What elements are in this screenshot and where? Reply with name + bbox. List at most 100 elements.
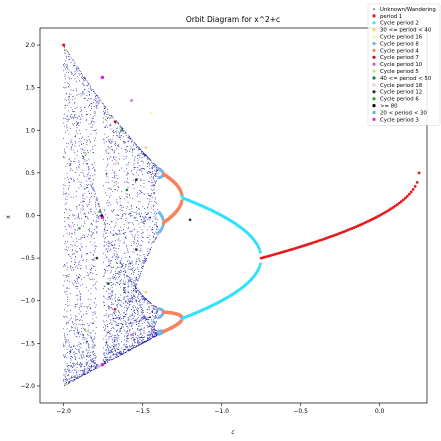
wandering-point (90, 359, 92, 361)
wandering-point (74, 228, 76, 230)
wandering-point (93, 357, 95, 359)
wandering-point (87, 82, 89, 84)
wandering-point (77, 178, 79, 180)
wandering-point (141, 168, 143, 170)
wandering-point (115, 222, 117, 224)
window-marker-point (120, 128, 124, 132)
wandering-point (116, 201, 118, 203)
wandering-point (115, 345, 117, 347)
wandering-point (95, 198, 97, 200)
window-point (97, 217, 99, 219)
wandering-point (104, 354, 106, 356)
wandering-point (89, 178, 91, 180)
y-tick-label: −0.5 (20, 255, 35, 262)
wandering-point (128, 301, 130, 303)
wandering-point (73, 379, 75, 381)
wandering-point (108, 338, 110, 340)
wandering-point (111, 338, 113, 340)
wandering-point (67, 279, 69, 281)
wandering-point (144, 317, 146, 319)
wandering-point (67, 296, 69, 298)
wandering-point (110, 346, 112, 348)
wandering-point (132, 317, 134, 319)
wandering-point (156, 335, 158, 337)
wandering-point (75, 275, 77, 277)
wandering-point (130, 204, 132, 206)
wandering-point (83, 306, 85, 308)
wandering-point (108, 293, 110, 295)
wandering-point (128, 324, 130, 326)
wandering-point (87, 352, 89, 354)
wandering-point (64, 98, 66, 100)
wandering-point (132, 268, 134, 270)
wandering-point (63, 50, 65, 52)
window-point (101, 101, 103, 103)
wandering-point (120, 197, 122, 199)
wandering-point (140, 295, 142, 297)
wandering-point (83, 225, 85, 227)
wandering-point (120, 135, 122, 137)
wandering-point (90, 298, 92, 300)
wandering-point (108, 260, 110, 262)
wandering-point (107, 305, 109, 307)
wandering-point (134, 143, 136, 145)
wandering-point (69, 352, 71, 354)
wandering-point (77, 213, 79, 215)
y-tick-label: −2.0 (20, 383, 35, 390)
wandering-point (138, 300, 140, 301)
wandering-point (116, 121, 118, 123)
wandering-point (105, 357, 106, 359)
wandering-point (146, 336, 148, 338)
wandering-point (69, 225, 71, 227)
wandering-point (73, 330, 75, 332)
wandering-point (140, 292, 142, 294)
wandering-point (155, 314, 157, 316)
wandering-point (63, 356, 65, 358)
wandering-point (113, 234, 115, 236)
wandering-point (105, 248, 107, 250)
wandering-point (140, 329, 142, 331)
wandering-point (109, 250, 110, 251)
wandering-point (152, 183, 154, 185)
wandering-point (154, 316, 156, 318)
wandering-point (105, 224, 106, 226)
wandering-point (64, 52, 66, 54)
wandering-point (126, 340, 128, 341)
wandering-point (70, 329, 72, 331)
wandering-point (114, 334, 116, 336)
wandering-point (71, 147, 73, 149)
wandering-point (120, 167, 122, 169)
wandering-point (119, 205, 121, 207)
wandering-point (87, 371, 89, 373)
wandering-point (136, 345, 138, 347)
wandering-point (113, 319, 114, 321)
wandering-point (108, 331, 110, 333)
wandering-point (147, 300, 149, 302)
wandering-point (142, 222, 144, 224)
wandering-point (106, 113, 108, 115)
wandering-point (89, 332, 91, 334)
wandering-point (118, 331, 120, 333)
wandering-point (130, 137, 132, 139)
wandering-point (111, 267, 112, 269)
wandering-point (66, 293, 68, 295)
wandering-point (118, 283, 120, 285)
wandering-point (91, 188, 93, 190)
wandering-point (120, 229, 122, 231)
wandering-point (154, 328, 156, 330)
wandering-point (109, 277, 111, 279)
wandering-point (81, 256, 83, 258)
wandering-point (66, 127, 68, 129)
wandering-point (78, 348, 80, 350)
wandering-point (142, 236, 144, 238)
wandering-point (140, 271, 142, 272)
wandering-point (124, 335, 126, 337)
wandering-point (93, 259, 95, 261)
wandering-point (122, 262, 124, 264)
wandering-point (119, 354, 121, 355)
wandering-point (84, 328, 86, 330)
wandering-point (94, 363, 96, 365)
wandering-point (129, 222, 131, 223)
wandering-point (136, 196, 138, 198)
wandering-point (124, 231, 126, 233)
